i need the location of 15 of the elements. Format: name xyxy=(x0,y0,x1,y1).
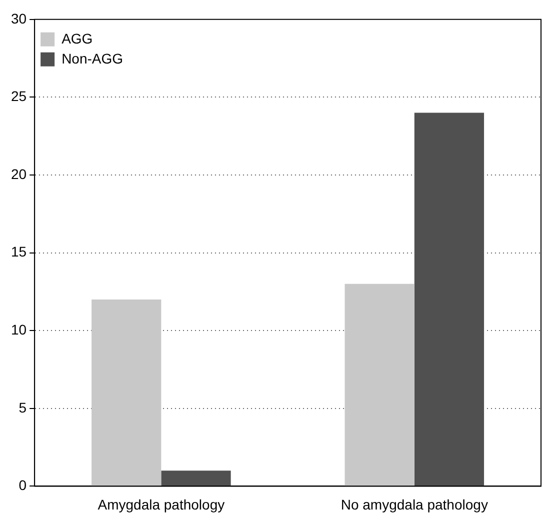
y-tick-label: 5 xyxy=(18,399,27,416)
bar xyxy=(414,112,484,486)
y-tick-label: 25 xyxy=(10,88,27,104)
bar xyxy=(92,299,162,486)
y-tick-label: 30 xyxy=(10,10,27,26)
legend-label: Non-AGG xyxy=(62,50,124,66)
y-tick-label: 10 xyxy=(10,321,27,338)
bar xyxy=(344,284,414,486)
legend-label: AGG xyxy=(62,30,93,46)
x-tick-label: Amygdala pathology xyxy=(98,496,225,512)
y-tick-label: 15 xyxy=(10,244,27,260)
y-tick-label: 20 xyxy=(10,166,27,182)
x-tick-label: No amygdala pathology xyxy=(340,496,488,512)
bar xyxy=(161,470,231,486)
y-tick-label: 0 xyxy=(18,477,27,494)
